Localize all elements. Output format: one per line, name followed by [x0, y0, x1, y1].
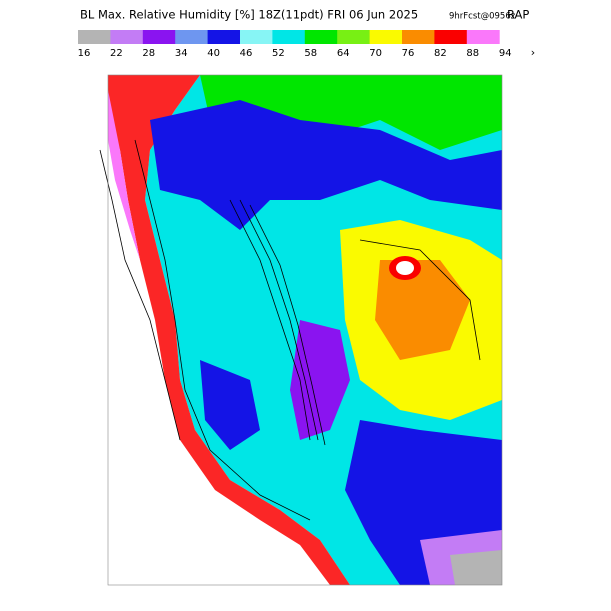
legend-label: 34	[175, 48, 188, 59]
map-frame	[107, 74, 503, 586]
ocean	[108, 75, 350, 585]
legend-label: 46	[240, 48, 253, 59]
legend-swatch	[337, 30, 371, 44]
legend-swatch	[369, 30, 403, 44]
legend-swatch	[304, 30, 338, 44]
legend-label: 52	[272, 48, 285, 59]
map	[99, 74, 503, 586]
valley-blue	[200, 360, 260, 450]
legend-swatch	[142, 30, 176, 44]
legend-label: 22	[110, 48, 123, 59]
title: BL Max. Relative Humidity [%] 18Z(11pdt)…	[80, 8, 418, 22]
south-gray	[450, 550, 502, 585]
legend-label: 40	[207, 48, 220, 59]
legend-label: 70	[369, 48, 382, 59]
legend: 16 22 28 34 40 46 52 58 64 70 76 82 88 94 ›	[78, 30, 535, 59]
north-blue	[150, 100, 502, 230]
legend-label: 28	[142, 48, 155, 59]
legend-more: ›	[531, 46, 535, 59]
forecast-time: 9hrFcst@0956z	[449, 12, 516, 22]
legend-label: 94	[499, 48, 512, 59]
east-max	[396, 261, 414, 275]
east-orange	[375, 260, 470, 360]
legend-label: 58	[304, 48, 317, 59]
legend-label: 16	[78, 48, 91, 59]
legend-label: 82	[434, 48, 447, 59]
legend-swatch	[272, 30, 306, 44]
legend-swatch	[402, 30, 435, 44]
legend-swatch	[434, 30, 468, 44]
legend-swatch	[240, 30, 273, 44]
contours	[99, 139, 481, 521]
legend-label: 64	[337, 48, 350, 59]
legend-swatch	[175, 30, 209, 44]
model-name: RAP	[507, 8, 529, 22]
coast-band	[108, 75, 350, 585]
legend-swatch	[207, 30, 241, 44]
legend-label: 88	[466, 48, 479, 59]
legend-label: 76	[402, 48, 415, 59]
legend-swatch	[110, 30, 144, 44]
legend-swatch	[466, 30, 500, 44]
legend-swatch	[78, 30, 111, 44]
coast-pink	[108, 90, 140, 260]
